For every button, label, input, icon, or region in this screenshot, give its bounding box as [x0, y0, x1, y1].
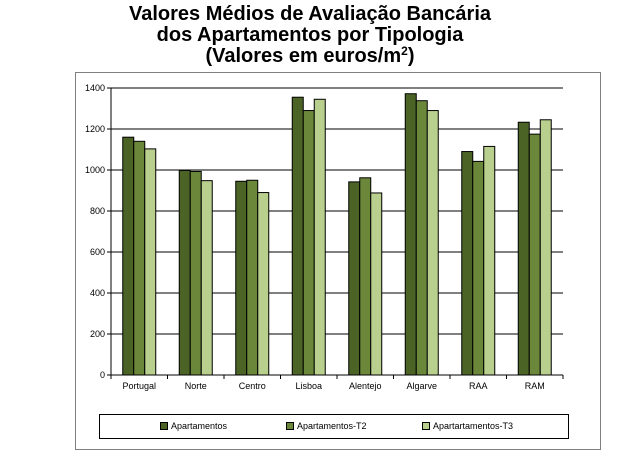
chart-title: Valores Médios de Avaliação Bancária dos… [0, 4, 620, 67]
y-tick-label: 600 [90, 247, 105, 257]
y-tick-label: 200 [90, 329, 105, 339]
y-tick-label: 1000 [85, 165, 105, 175]
bar [528, 133, 541, 376]
bar [415, 100, 428, 376]
bar [517, 121, 530, 376]
legend-item-apartamentos: Apartamentos [160, 421, 227, 431]
chart-title-line-2: dos Apartamentos por Tipologia [156, 24, 464, 46]
bar [370, 192, 383, 376]
x-tick-label: Norte [185, 381, 207, 391]
chart-title-line-3: (Valores em euros/m2) [0, 44, 620, 67]
bar [200, 180, 213, 376]
bar [178, 169, 191, 376]
x-tick-label: Portugal [122, 381, 156, 391]
x-tick-label: Alentejo [349, 381, 382, 391]
bar [313, 98, 326, 376]
chart-title-line-1: Valores Médios de Avaliação Bancária [128, 3, 492, 25]
x-tick-label: Centro [239, 381, 266, 391]
y-tick-label: 1200 [85, 124, 105, 134]
bar [302, 110, 315, 376]
bar [144, 148, 157, 376]
legend-swatch-apartamentos-t3 [422, 422, 430, 430]
x-tick-label: RAA [469, 381, 488, 391]
bar [359, 177, 372, 376]
legend-label-apartamentos-t2: Apartamentos-T2 [297, 421, 367, 431]
x-tick-label: RAM [525, 381, 545, 391]
y-tick-label: 800 [90, 206, 105, 216]
chart-legend: Apartamentos Apartamentos-T2 Apartartame… [99, 414, 569, 439]
bar [539, 119, 552, 376]
legend-item-apartamentos-t3: Apartartamentos-T3 [422, 421, 513, 431]
bar [426, 110, 439, 376]
bar [472, 160, 485, 376]
legend-label-apartamentos-t3: Apartartamentos-T3 [433, 421, 514, 431]
legend-swatch-apartamentos [160, 422, 168, 430]
bar [246, 179, 259, 376]
bar [291, 96, 304, 376]
chart-title-line-3-text: (Valores em euros/m [205, 45, 402, 67]
bar [235, 180, 248, 376]
bar [404, 93, 417, 376]
y-tick-label: 1400 [85, 83, 105, 93]
bar [483, 145, 496, 376]
bar [122, 136, 135, 376]
bar [257, 192, 270, 376]
bar [348, 181, 361, 376]
bar [133, 140, 146, 376]
legend-swatch-apartamentos-t2 [286, 422, 294, 430]
x-tick-label: Lisboa [295, 381, 322, 391]
chart-title-superscript: 2 [401, 44, 408, 58]
y-tick-label: 0 [100, 370, 105, 380]
legend-label-apartamentos: Apartamentos [171, 421, 228, 431]
bar [461, 151, 474, 376]
y-tick-label: 400 [90, 288, 105, 298]
chart-frame [75, 72, 601, 450]
bar [189, 170, 202, 376]
legend-item-apartamentos-t2: Apartamentos-T2 [286, 421, 367, 431]
chart-title-line-3-close: ) [407, 45, 415, 67]
x-tick-label: Algarve [406, 381, 437, 391]
